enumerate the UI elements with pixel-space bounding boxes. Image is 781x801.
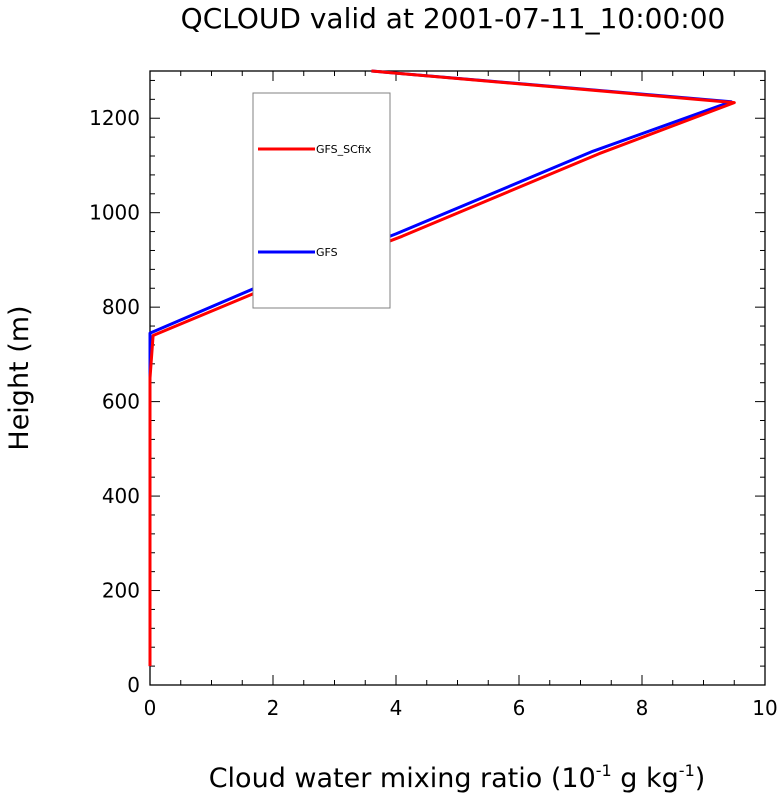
legend: GFS_SCfix GFS — [252, 92, 391, 309]
series-line-gfs — [148, 69, 733, 667]
chart-title: QCLOUD valid at 2001-07-11_10:00:00 — [181, 2, 726, 35]
x-axis-label-base: Cloud water mixing ratio (10 — [209, 763, 596, 794]
x-axis-label-exp1: -1 — [596, 761, 612, 780]
x-axis-label: Cloud water mixing ratio (10-1 g kg-1) — [209, 761, 706, 794]
x-tick-label: 6 — [513, 696, 526, 720]
y-tick-label: 400 — [102, 484, 140, 508]
axis-ticks — [149, 71, 766, 686]
x-tick-label: 2 — [267, 696, 280, 720]
series-line-gfs_scfix — [148, 69, 736, 667]
y-tick-label: 200 — [102, 579, 140, 603]
y-tick-label: 800 — [102, 295, 140, 319]
plot-frame — [149, 70, 766, 686]
y-axis-label: Height (m) — [4, 305, 35, 450]
x-tick-label: 10 — [752, 696, 777, 720]
x-tick-label: 4 — [390, 696, 403, 720]
series-lines — [148, 69, 736, 667]
x-tick-label: 8 — [636, 696, 649, 720]
y-tick-label: 600 — [102, 390, 140, 414]
legend-label-gfs_scfix: GFS_SCfix — [316, 143, 372, 156]
y-tick-label: 1200 — [89, 106, 140, 130]
x-tick-label: 0 — [144, 696, 157, 720]
x-axis-label-mid: g kg — [612, 763, 679, 794]
tick-labels: 0 2 4 6 8 10 0 200 400 600 800 1000 1200 — [89, 106, 778, 720]
x-axis-label-exp2: -1 — [679, 761, 695, 780]
x-axis-label-end: ) — [695, 763, 706, 794]
y-tick-label: 1000 — [89, 201, 140, 225]
legend-box — [252, 92, 391, 309]
legend-label-gfs: GFS — [316, 246, 338, 259]
y-tick-label: 0 — [127, 673, 140, 697]
